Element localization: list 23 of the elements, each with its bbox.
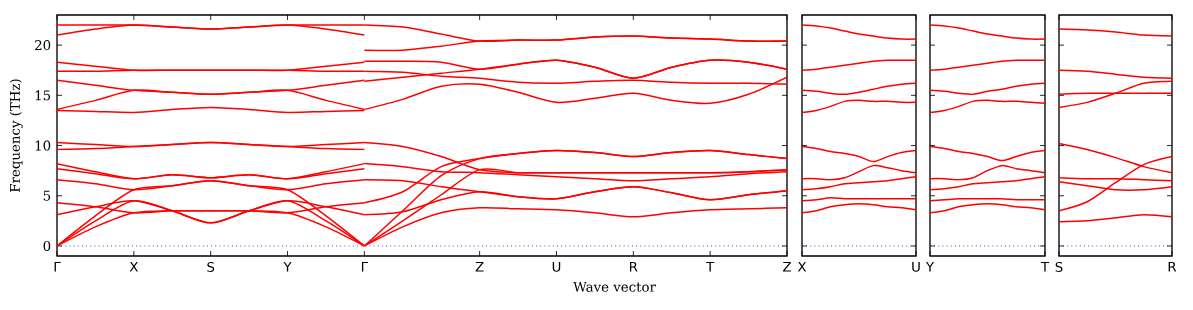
x-tick-label: U xyxy=(912,261,920,272)
x-axis-title: Wave vector xyxy=(573,281,656,292)
x-tick-label: Z xyxy=(475,261,484,272)
x-tick-label: T xyxy=(1040,261,1050,272)
x-tick-label: S xyxy=(207,261,215,272)
x-tick-label: Γ xyxy=(361,261,368,272)
x-tick-label: T xyxy=(706,261,715,272)
x-tick-label: Z xyxy=(783,261,791,272)
x-tick-label: S xyxy=(1055,261,1063,272)
x-tick-label: Y xyxy=(283,261,292,272)
y-tick-label: 0 xyxy=(43,240,51,251)
x-tick-label: Γ xyxy=(54,261,61,272)
y-tick-label: 5 xyxy=(43,190,51,201)
y-axis-title: Frequency (THz) xyxy=(9,79,23,192)
x-tick-label: R xyxy=(629,261,638,272)
x-tick-label: Y xyxy=(925,261,935,272)
x-tick-label: X xyxy=(129,261,138,272)
y-tick-label: 15 xyxy=(35,90,51,101)
x-tick-label: U xyxy=(552,261,561,272)
y-tick-label: 10 xyxy=(35,140,51,151)
x-tick-label: R xyxy=(1168,261,1177,272)
x-tick-label: X xyxy=(797,261,807,272)
y-tick-label: 20 xyxy=(35,40,51,51)
